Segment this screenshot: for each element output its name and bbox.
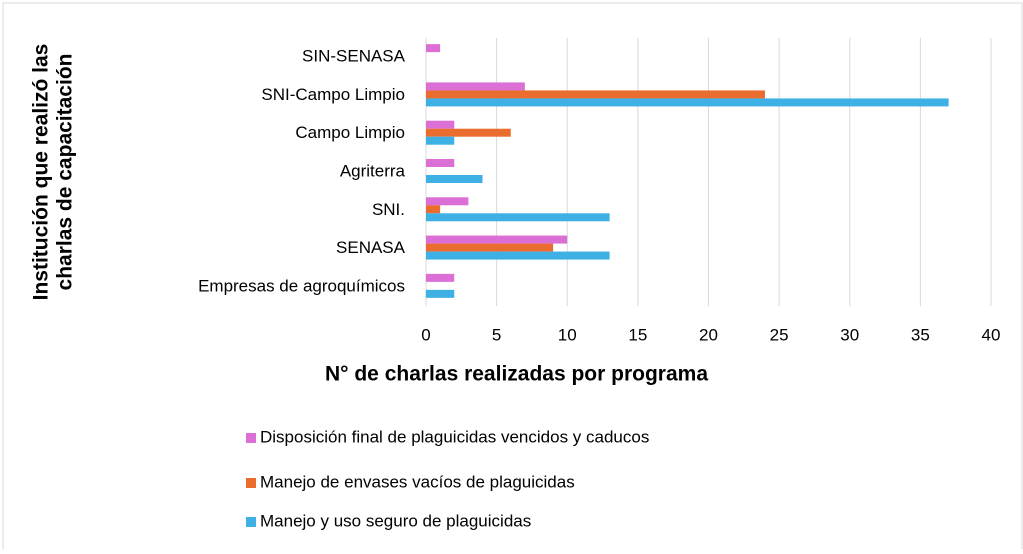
x-tick-label: 10	[558, 325, 577, 344]
bar	[426, 120, 455, 129]
bar	[426, 273, 455, 282]
bar	[426, 90, 765, 99]
x-tick-label: 35	[911, 325, 930, 344]
y-tick-label: Agriterra	[340, 161, 406, 180]
y-axis-label-line: Institución que realizó las	[30, 44, 53, 301]
bar	[426, 235, 568, 244]
y-tick-label: SNI-Campo Limpio	[261, 85, 405, 104]
bar	[426, 128, 511, 137]
y-tick-label: Empresas de agroquímicos	[198, 276, 405, 295]
x-tick-label: 0	[421, 325, 430, 344]
x-axis-label: N° de charlas realizadas por programa	[325, 363, 708, 386]
bar	[426, 175, 483, 183]
legend-label: Disposición final de plaguicidas vencido…	[260, 427, 649, 446]
bar	[426, 136, 455, 145]
x-tick-label: 40	[982, 325, 1001, 344]
legend-swatch	[246, 433, 256, 443]
bar	[426, 289, 455, 298]
y-axis-label-line: charlas de capacitación	[54, 54, 77, 291]
x-tick-label: 25	[770, 325, 789, 344]
bar	[426, 197, 469, 206]
bar	[426, 44, 441, 53]
bar	[426, 98, 949, 107]
bar	[426, 82, 525, 91]
legend-label: Manejo y uso seguro de plaguicidas	[260, 511, 531, 530]
legend-swatch	[246, 478, 256, 488]
x-tick-label: 30	[840, 325, 859, 344]
x-tick-label: 15	[628, 325, 647, 344]
y-tick-label: SIN-SENASA	[302, 47, 406, 66]
legend-swatch	[246, 517, 256, 527]
bar	[426, 205, 441, 214]
bar	[426, 243, 554, 252]
bar	[426, 251, 610, 260]
x-tick-label: 5	[492, 325, 501, 344]
y-tick-label: SNI.	[372, 200, 405, 219]
x-tick-label: 20	[699, 325, 718, 344]
y-tick-label: SENASA	[336, 238, 406, 257]
bar	[426, 159, 455, 167]
bar	[426, 213, 610, 222]
y-tick-label: Campo Limpio	[295, 123, 405, 142]
y-axis-label: Institución que realizó las charlas de c…	[30, 44, 77, 301]
legend-label: Manejo de envases vacíos de plaguicidas	[260, 472, 575, 491]
